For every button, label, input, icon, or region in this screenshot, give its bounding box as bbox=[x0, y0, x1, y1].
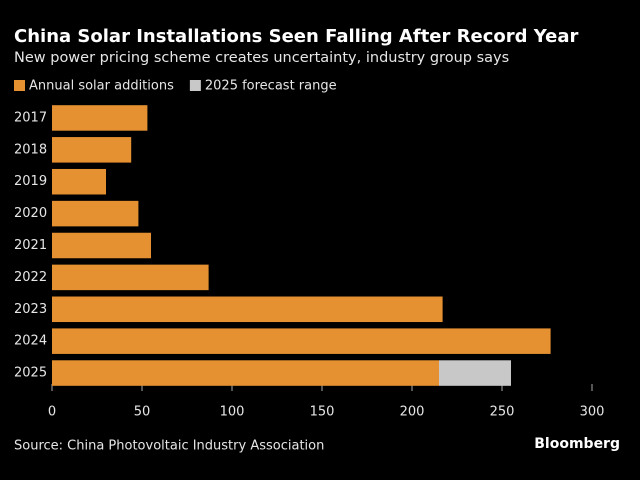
x-tick-label: 100 bbox=[220, 405, 245, 420]
y-tick-label: 2019 bbox=[14, 174, 47, 189]
y-tick-label: 2025 bbox=[14, 366, 47, 381]
bar bbox=[52, 328, 551, 354]
brand: Bloomberg bbox=[534, 436, 620, 452]
y-tick-label: 2018 bbox=[14, 142, 47, 157]
legend-swatch bbox=[189, 80, 201, 91]
x-tick-label: 250 bbox=[490, 405, 515, 420]
chart-title: China Solar Installations Seen Falling A… bbox=[14, 26, 579, 47]
x-tick-label: 150 bbox=[310, 405, 335, 420]
x-tick-label: 300 bbox=[580, 405, 605, 420]
x-tick-label: 0 bbox=[48, 405, 56, 420]
y-tick-label: 2024 bbox=[14, 334, 47, 349]
bar bbox=[52, 137, 132, 163]
chart-subtitle: New power pricing scheme creates uncerta… bbox=[14, 50, 509, 66]
legend-label: Annual solar additions bbox=[29, 79, 174, 94]
bar bbox=[52, 296, 443, 323]
source-note: Source: China Photovoltaic Industry Asso… bbox=[14, 439, 324, 454]
x-tick-label: 50 bbox=[134, 405, 151, 420]
legend-swatch bbox=[14, 80, 25, 91]
legend-label: 2025 forecast range bbox=[205, 79, 337, 94]
bar bbox=[52, 232, 151, 259]
bar bbox=[52, 168, 106, 195]
y-tick-label: 2021 bbox=[14, 238, 47, 253]
x-tick-label: 200 bbox=[400, 405, 425, 420]
bar bbox=[52, 264, 209, 291]
bar bbox=[439, 360, 511, 386]
y-tick-label: 2022 bbox=[14, 270, 47, 285]
bar bbox=[52, 105, 148, 131]
bar bbox=[52, 200, 139, 227]
bar bbox=[52, 360, 439, 386]
y-tick-label: 2023 bbox=[14, 302, 47, 317]
y-tick-label: 2020 bbox=[14, 206, 47, 221]
y-tick-label: 2017 bbox=[14, 110, 47, 125]
